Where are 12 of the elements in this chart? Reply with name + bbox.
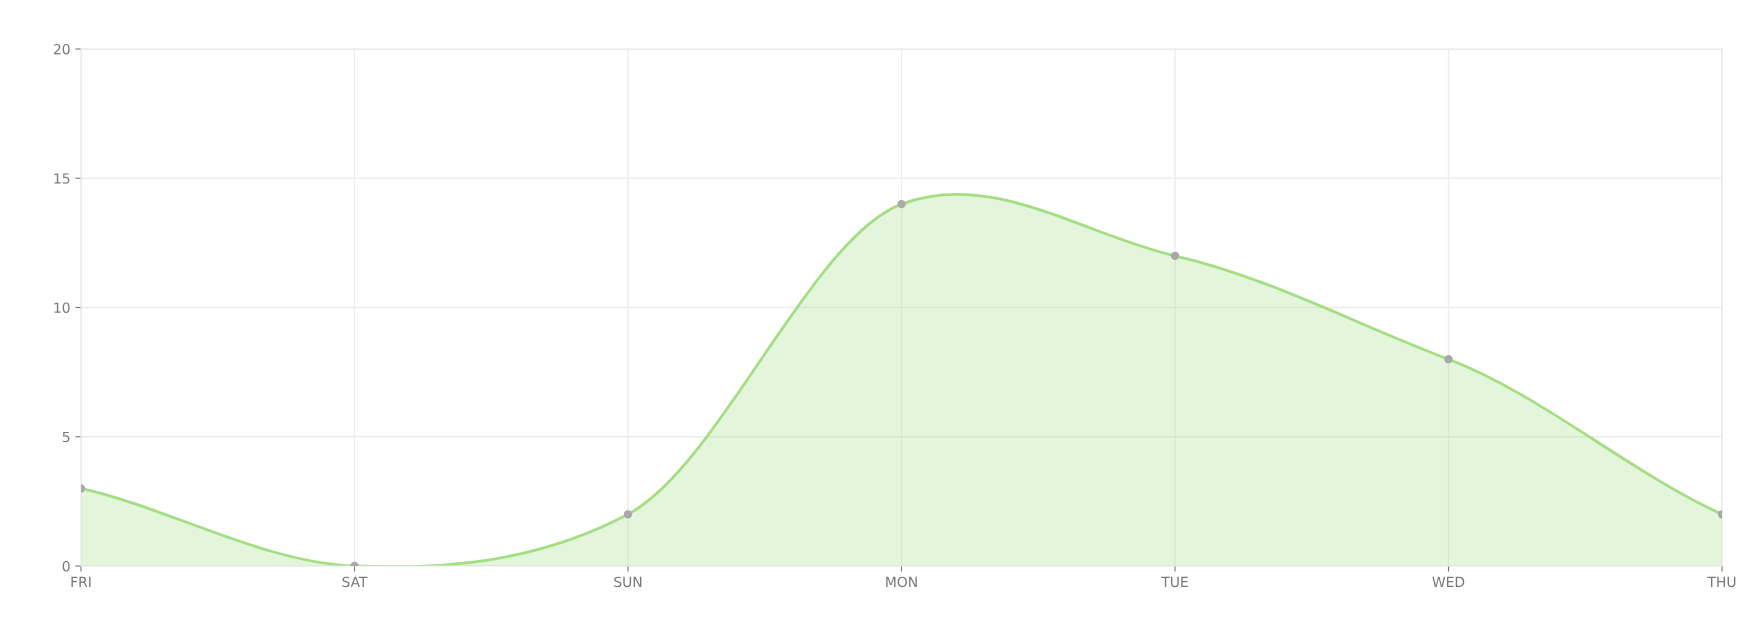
x-tick-label: MON <box>886 576 917 588</box>
x-tick-label: WED <box>1432 576 1465 587</box>
x-tick-label: FRI <box>71 576 91 587</box>
x-tick-label: THU <box>1707 576 1736 588</box>
x-tick-label: SAT <box>342 576 368 588</box>
y-tick-label: 0 <box>62 560 70 572</box>
y-tick-label: 10 <box>54 302 70 313</box>
x-tick-label: TUE <box>1161 576 1188 588</box>
y-tick-label: 15 <box>54 173 70 184</box>
x-tick-label: SUN <box>614 576 642 588</box>
y-tick-label: 5 <box>62 431 70 443</box>
y-tick-label: 20 <box>53 43 70 55</box>
